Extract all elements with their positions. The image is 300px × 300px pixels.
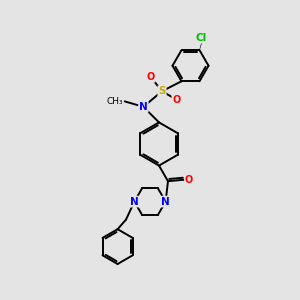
Text: O: O <box>172 94 181 105</box>
Text: N: N <box>130 196 139 207</box>
Text: S: S <box>158 86 166 96</box>
Text: O: O <box>146 72 155 82</box>
Text: O: O <box>185 175 193 185</box>
Text: N: N <box>139 102 148 112</box>
Text: N: N <box>161 196 170 207</box>
Text: Cl: Cl <box>195 32 207 43</box>
Text: CH₃: CH₃ <box>107 97 123 106</box>
